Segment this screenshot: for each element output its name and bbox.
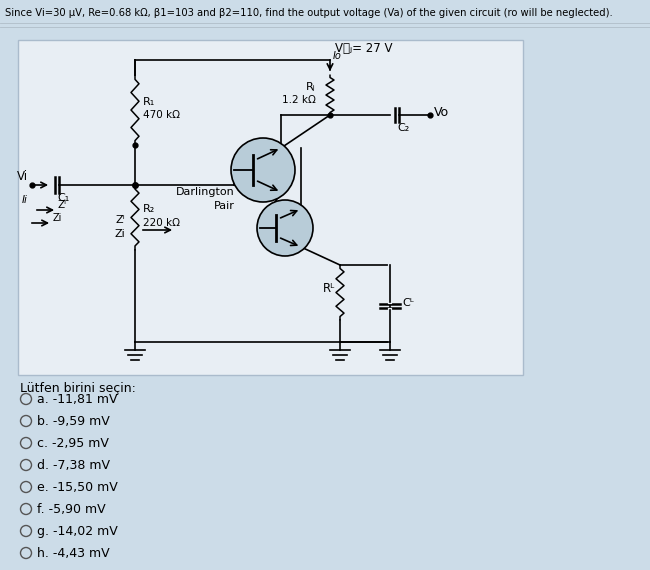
Text: 470 kΩ: 470 kΩ <box>143 110 180 120</box>
Text: Ii: Ii <box>22 195 28 205</box>
Text: e. -15,50 mV: e. -15,50 mV <box>37 481 118 494</box>
Text: R₁: R₁ <box>143 97 155 107</box>
Text: C₂: C₂ <box>397 123 410 133</box>
Text: Vo: Vo <box>434 107 449 120</box>
Text: Zᴵ: Zᴵ <box>58 200 67 210</box>
Text: Zᴵ: Zᴵ <box>115 215 125 225</box>
Text: a. -11,81 mV: a. -11,81 mV <box>37 393 118 405</box>
Text: 220 kΩ: 220 kΩ <box>143 218 180 227</box>
Text: Zi: Zi <box>114 229 125 239</box>
Text: Darlington
Pair: Darlington Pair <box>176 188 235 210</box>
Circle shape <box>231 138 295 202</box>
Text: Rⱼ: Rⱼ <box>306 82 316 92</box>
Text: Rᴸ: Rᴸ <box>323 283 335 295</box>
Text: 1.2 kΩ: 1.2 kΩ <box>282 95 316 105</box>
Text: g. -14,02 mV: g. -14,02 mV <box>37 524 118 538</box>
Text: c. -2,95 mV: c. -2,95 mV <box>37 437 109 450</box>
Text: b. -9,59 mV: b. -9,59 mV <box>37 414 110 428</box>
Text: Io: Io <box>333 51 342 61</box>
Text: d. -7,38 mV: d. -7,38 mV <box>37 458 110 471</box>
Text: Cᴸ: Cᴸ <box>402 299 413 308</box>
Text: R₂: R₂ <box>143 205 155 214</box>
Text: h. -4,43 mV: h. -4,43 mV <box>37 547 110 560</box>
Text: f. -5,90 mV: f. -5,90 mV <box>37 503 105 515</box>
Text: C₁: C₁ <box>57 193 70 203</box>
Circle shape <box>257 200 313 256</box>
Bar <box>18 40 523 375</box>
Text: VⳀⱼ= 27 V: VⳀⱼ= 27 V <box>335 42 393 55</box>
Text: Lütfen birini seçin:: Lütfen birini seçin: <box>20 382 136 395</box>
Text: Vi: Vi <box>17 170 28 183</box>
Text: Zi: Zi <box>53 213 62 223</box>
Text: Since Vi=30 μV, Re=0.68 kΩ, β1=103 and β2=110, find the output voltage (Va) of t: Since Vi=30 μV, Re=0.68 kΩ, β1=103 and β… <box>5 8 613 18</box>
